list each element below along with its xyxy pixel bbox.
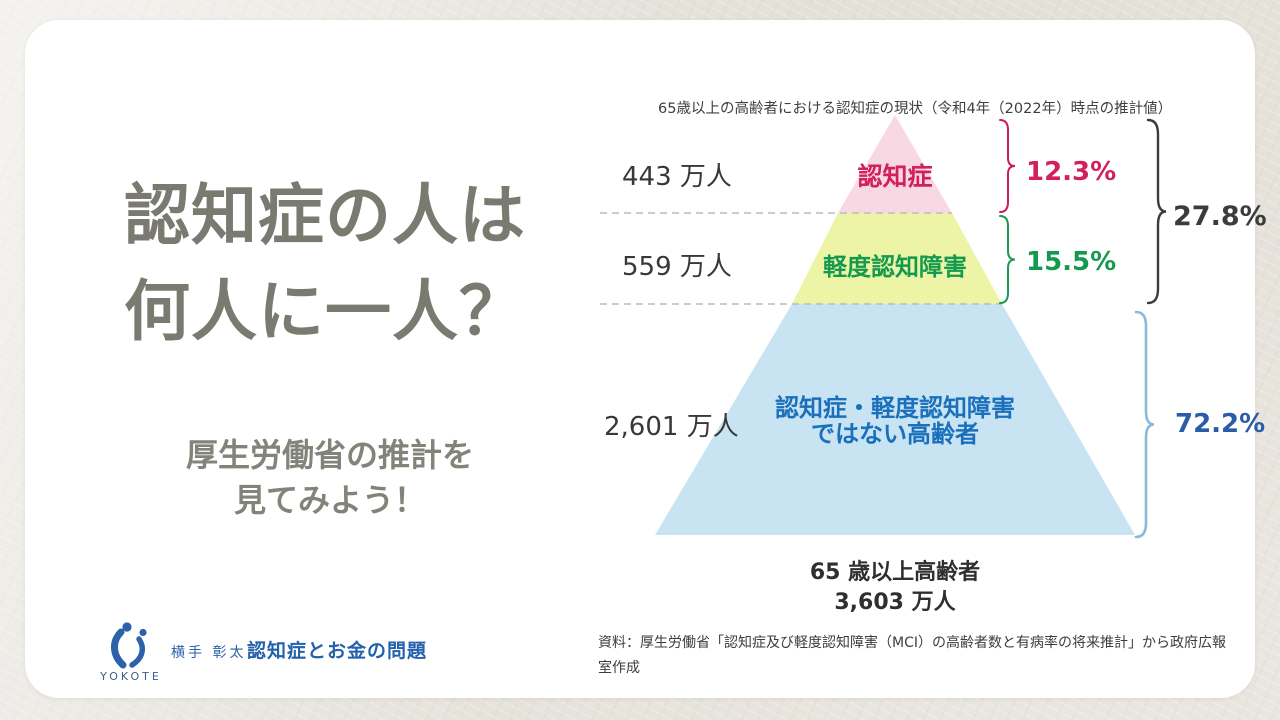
- page-title-line2: 何人に一人？: [124, 273, 526, 350]
- percent-healthy: 72.2%: [1175, 409, 1266, 439]
- total-elderly: 65 歳以上高齢者 3,603 万人: [765, 558, 1025, 618]
- brand-logotype: YOKOTE: [100, 670, 162, 683]
- label-dementia: 認知症: [857, 162, 933, 191]
- count-mci: 559 万人: [622, 252, 732, 282]
- brand-series-title: 認知症とお金の問題: [247, 640, 428, 662]
- brand-author: 横手 彰太: [171, 645, 247, 661]
- segment-healthy-area: [655, 304, 1135, 535]
- chart-title: 65歳以上の高齢者における認知症の現状（令和4年（2022年）時点の推計値）: [658, 101, 1173, 117]
- source-note: 資料：厚生労働省「認知症及び軽度認知障害（MCI）の高齢者数と有病率の将来推計」…: [598, 631, 1238, 681]
- count-healthy: 2,601 万人: [604, 412, 739, 442]
- pyramid-chart: [600, 115, 1167, 539]
- brace-combined: [1146, 118, 1167, 305]
- slide-card: 認知症の人は 何人に一人？ 厚生労働省の推計を 見てみよう！ YOKOTE 横手…: [25, 20, 1267, 698]
- label-healthy: 認知症・軽度認知障害 ではない高齢者: [745, 395, 1045, 447]
- page-subtitle-line2: 見てみよう！: [233, 481, 426, 519]
- percent-mci: 15.5%: [1026, 247, 1117, 277]
- page-title: 認知症の人は 何人に一人？: [75, 168, 575, 360]
- brace-dementia: [999, 119, 1016, 213]
- page-subtitle: 厚生労働省の推計を 見てみよう！: [130, 433, 530, 523]
- segment-dementia-area: [838, 115, 952, 213]
- brace-mci: [999, 215, 1016, 304]
- label-healthy-line1: 認知症・軽度認知障害: [775, 394, 1015, 422]
- total-elderly-line1: 65 歳以上高齢者: [809, 560, 981, 585]
- source-note-line2: 室作成: [598, 660, 640, 676]
- total-elderly-line2: 3,603 万人: [834, 590, 956, 615]
- percent-combined: 27.8%: [1173, 201, 1267, 232]
- brace-healthy: [1134, 310, 1155, 539]
- yokote-logo-icon: [111, 622, 147, 669]
- page-subtitle-line1: 厚生労働省の推計を: [185, 436, 474, 474]
- label-mci: 軽度認知障害: [823, 253, 967, 281]
- label-healthy-line2: ではない高齢者: [811, 420, 979, 448]
- page-title-line1: 認知症の人は: [124, 177, 526, 254]
- source-note-line1: 資料：厚生労働省「認知症及び軽度認知障害（MCI）の高齢者数と有病率の将来推計」…: [598, 635, 1226, 651]
- segment-mci-area: [792, 213, 1002, 304]
- count-dementia: 443 万人: [622, 162, 732, 192]
- percent-dementia: 12.3%: [1026, 157, 1117, 187]
